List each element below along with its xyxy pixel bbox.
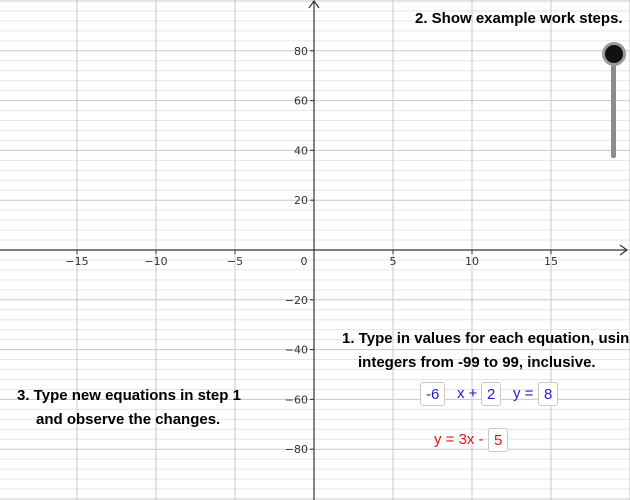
equation2-constant-input[interactable]: 5 (488, 428, 509, 452)
x-tick-label: −15 (65, 255, 88, 268)
y-tick-label: −20 (285, 294, 308, 307)
x-axis-arrow-icon (619, 244, 629, 256)
y-tick-label: −60 (285, 393, 308, 406)
y-axis-arrow-icon (308, 0, 320, 9)
x-tick-labels: −15 −10 −5 0 5 10 15 (65, 255, 558, 268)
constant-c-input[interactable]: 8 (538, 382, 559, 406)
minor-gridlines (0, 10, 630, 490)
y-tick-label: 80 (294, 45, 308, 58)
slider-track[interactable] (611, 55, 616, 158)
y-tick-label: 60 (294, 95, 308, 108)
coefficient-b-input[interactable]: 2 (481, 382, 502, 406)
y-equals-label: y = (513, 385, 534, 402)
slider-handle[interactable] (605, 45, 623, 63)
x-tick-label: 5 (390, 255, 397, 268)
x-tick-label: 10 (465, 255, 479, 268)
step1-label-line1: 1. Type in values for each equation, usi… (342, 330, 630, 347)
step3-label-line1: 3. Type new equations in step 1 (17, 387, 241, 404)
step1-label-line2: integers from -99 to 99, inclusive. (358, 354, 596, 371)
step3-label-line2: and observe the changes. (36, 411, 221, 428)
x-tick-label: −5 (227, 255, 243, 268)
y-tick-label: 40 (294, 144, 308, 157)
x-tick-label: −10 (144, 255, 167, 268)
x-tick-label: 0 (301, 255, 308, 268)
coefficient-a-input[interactable]: -6 (420, 382, 446, 406)
y-tick-label: −40 (285, 344, 308, 357)
y-tick-label: −80 (285, 443, 308, 456)
x-plus-label: x + (457, 385, 478, 402)
tick-marks (76, 50, 552, 450)
step2-label: 2. Show example work steps. (415, 10, 623, 27)
x-tick-label: 15 (544, 255, 558, 268)
y-tick-labels: 80 60 40 20 −20 −40 −60 −80 (285, 45, 308, 456)
equation2-prefix: y = 3x - (434, 431, 484, 448)
y-tick-label: 20 (294, 194, 308, 207)
